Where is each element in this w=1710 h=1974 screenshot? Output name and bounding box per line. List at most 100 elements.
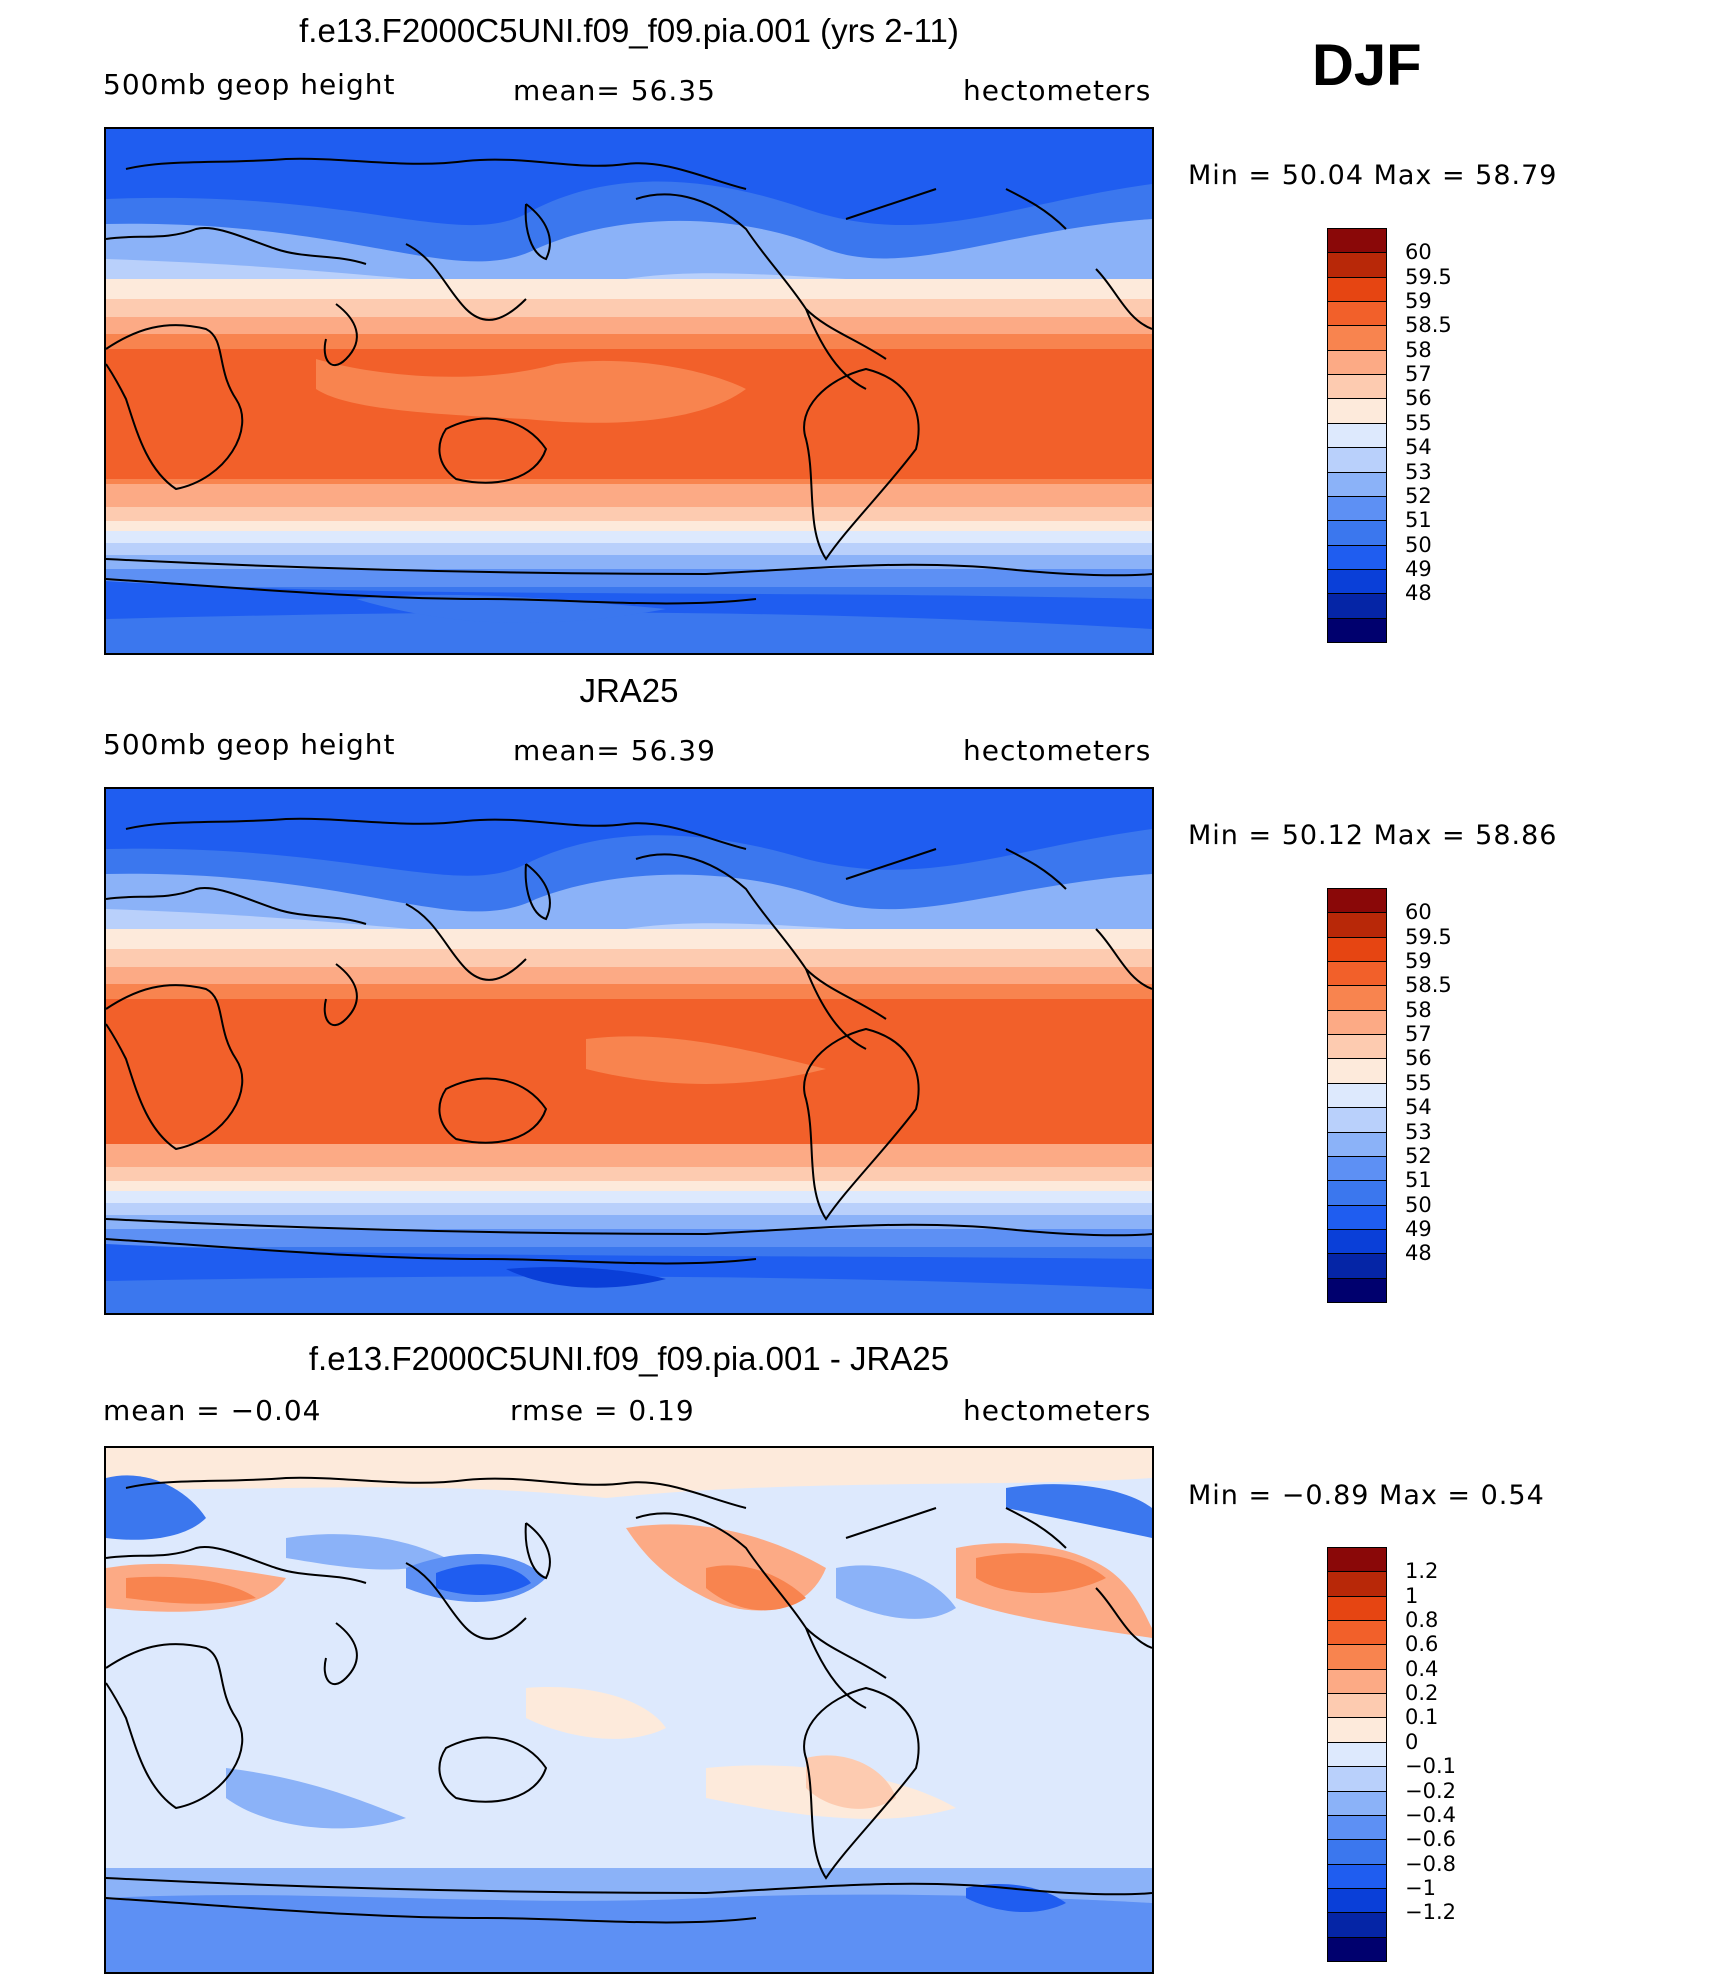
colorbar-label: 56 bbox=[1405, 386, 1432, 411]
colorbar-label: 0 bbox=[1405, 1729, 1419, 1754]
colorbar-label: 0.1 bbox=[1405, 1705, 1439, 1730]
colorbar-label: 59 bbox=[1405, 949, 1432, 974]
colorbar-label: 57 bbox=[1405, 1022, 1432, 1047]
map-model bbox=[104, 127, 1154, 655]
mean-label: mean= 56.35 bbox=[513, 74, 716, 107]
colorbar-swatch bbox=[1327, 1082, 1387, 1109]
colorbar-swatch bbox=[1327, 1155, 1387, 1182]
units-label: hectometers bbox=[963, 74, 1152, 107]
colorbar-swatch bbox=[1327, 1863, 1387, 1889]
colorbar-swatch bbox=[1327, 374, 1387, 400]
colorbar-swatch bbox=[1327, 544, 1387, 570]
colorbar-label: 51 bbox=[1405, 508, 1432, 533]
colorbar-swatch bbox=[1327, 1131, 1387, 1157]
colorbar-swatch bbox=[1327, 985, 1387, 1011]
map-reanalysis bbox=[104, 787, 1154, 1315]
colorbar-swatch bbox=[1327, 1253, 1387, 1279]
colorbar-label: 48 bbox=[1405, 1241, 1432, 1266]
colorbar-swatch bbox=[1327, 1571, 1387, 1597]
map-difference bbox=[104, 1446, 1154, 1974]
colorbar-label: 53 bbox=[1405, 1119, 1432, 1144]
colorbar-swatch bbox=[1327, 398, 1387, 424]
colorbar-swatch bbox=[1327, 1936, 1387, 1962]
contour-map bbox=[106, 789, 1152, 1313]
colorbar-swatch bbox=[1327, 471, 1387, 497]
colorbar-swatch bbox=[1327, 1547, 1387, 1573]
colorbar-label: 60 bbox=[1405, 900, 1432, 925]
colorbar-label: 57 bbox=[1405, 362, 1432, 387]
panel-title: f.e13.F2000C5UNI.f09_f09.pia.001 (yrs 2-… bbox=[299, 12, 959, 49]
colorbar-label: 48 bbox=[1405, 581, 1432, 606]
min-max-label: Min = −0.89 Max = 0.54 bbox=[1188, 1480, 1545, 1511]
variable-label: 500mb geop height bbox=[103, 68, 396, 101]
colorbar-label: 49 bbox=[1405, 556, 1432, 581]
colorbar-label: 59.5 bbox=[1405, 264, 1452, 289]
colorbar-label: 54 bbox=[1405, 1095, 1432, 1120]
colorbar-label: 58.5 bbox=[1405, 313, 1452, 338]
colorbar-swatch bbox=[1327, 593, 1387, 619]
colorbar-label: 1 bbox=[1405, 1583, 1419, 1608]
colorbar-swatch bbox=[1327, 1912, 1387, 1938]
contour-map bbox=[106, 129, 1152, 653]
colorbar-label: 52 bbox=[1405, 483, 1432, 508]
colorbar-label: −0.1 bbox=[1405, 1754, 1456, 1779]
colorbar-label: 50 bbox=[1405, 532, 1432, 557]
colorbar-label: 54 bbox=[1405, 435, 1432, 460]
colorbar-label: 55 bbox=[1405, 1070, 1432, 1095]
colorbar-label: 60 bbox=[1405, 240, 1432, 265]
colorbar-swatch bbox=[1327, 1741, 1387, 1768]
colorbar-label: 59 bbox=[1405, 289, 1432, 314]
colorbar-swatch bbox=[1327, 1595, 1387, 1622]
panel-title: f.e13.F2000C5UNI.f09_f09.pia.001 - JRA25 bbox=[308, 1340, 950, 1377]
mean-label: mean= 56.39 bbox=[513, 734, 716, 767]
colorbar-swatch bbox=[1327, 1668, 1387, 1695]
min-max-label: Min = 50.12 Max = 58.86 bbox=[1188, 820, 1558, 851]
colorbar-label: 0.8 bbox=[1405, 1608, 1439, 1633]
colorbar-swatch bbox=[1327, 301, 1387, 327]
contour-map bbox=[106, 1448, 1152, 1972]
panel-title: JRA25 bbox=[579, 672, 679, 709]
colorbar-label: 56 bbox=[1405, 1046, 1432, 1071]
colorbar-label: 55 bbox=[1405, 410, 1432, 435]
colorbar-swatch bbox=[1327, 325, 1387, 351]
colorbar-swatch bbox=[1327, 912, 1387, 938]
colorbar-label: −0.4 bbox=[1405, 1802, 1456, 1827]
colorbar-swatch bbox=[1327, 1034, 1387, 1060]
colorbar-swatch bbox=[1327, 252, 1387, 278]
colorbar-swatch bbox=[1327, 568, 1387, 595]
colorbar-swatch bbox=[1327, 349, 1387, 376]
units-label: hectometers bbox=[963, 734, 1152, 767]
colorbar: 60 59.5 59 58.5 58 57 56 55 54 53 52 51 50 49 48 bbox=[1327, 888, 1487, 1303]
colorbar-label: 52 bbox=[1405, 1143, 1432, 1168]
colorbar-swatch bbox=[1327, 1717, 1387, 1743]
colorbar-swatch bbox=[1327, 1693, 1387, 1719]
colorbar-swatch bbox=[1327, 1790, 1387, 1816]
colorbar-swatch bbox=[1327, 1277, 1387, 1303]
colorbar-swatch bbox=[1327, 1766, 1387, 1792]
rmse-label: rmse = 0.19 bbox=[510, 1394, 695, 1427]
colorbar-label: −1.2 bbox=[1405, 1900, 1456, 1925]
colorbar-label: 51 bbox=[1405, 1168, 1432, 1193]
season-label: DJF bbox=[1312, 33, 1422, 98]
colorbar-swatch bbox=[1327, 1620, 1387, 1646]
min-max-label: Min = 50.04 Max = 58.79 bbox=[1188, 160, 1558, 191]
colorbar-label: −1 bbox=[1405, 1875, 1436, 1900]
colorbar-swatch bbox=[1327, 228, 1387, 254]
colorbar-swatch bbox=[1327, 276, 1387, 303]
colorbar-swatch bbox=[1327, 447, 1387, 473]
colorbar-swatch bbox=[1327, 1839, 1387, 1865]
colorbar-label: 50 bbox=[1405, 1192, 1432, 1217]
colorbar-swatch bbox=[1327, 1814, 1387, 1841]
colorbar-label: 58.5 bbox=[1405, 973, 1452, 998]
colorbar-swatch bbox=[1327, 1204, 1387, 1230]
colorbar-swatch bbox=[1327, 1644, 1387, 1670]
colorbar: 1.2 1 0.8 0.6 0.4 0.2 0.1 0 −0.1 −0.2 −0.4 −0.6 −0.8… bbox=[1327, 1547, 1487, 1962]
colorbar-label: −0.2 bbox=[1405, 1778, 1456, 1803]
colorbar-swatch bbox=[1327, 1058, 1387, 1084]
colorbar-swatch bbox=[1327, 961, 1387, 987]
colorbar-swatch bbox=[1327, 1228, 1387, 1255]
colorbar-swatch bbox=[1327, 1107, 1387, 1133]
colorbar-swatch bbox=[1327, 1009, 1387, 1036]
colorbar-label: −0.8 bbox=[1405, 1851, 1456, 1876]
colorbar-swatch bbox=[1327, 1180, 1387, 1206]
